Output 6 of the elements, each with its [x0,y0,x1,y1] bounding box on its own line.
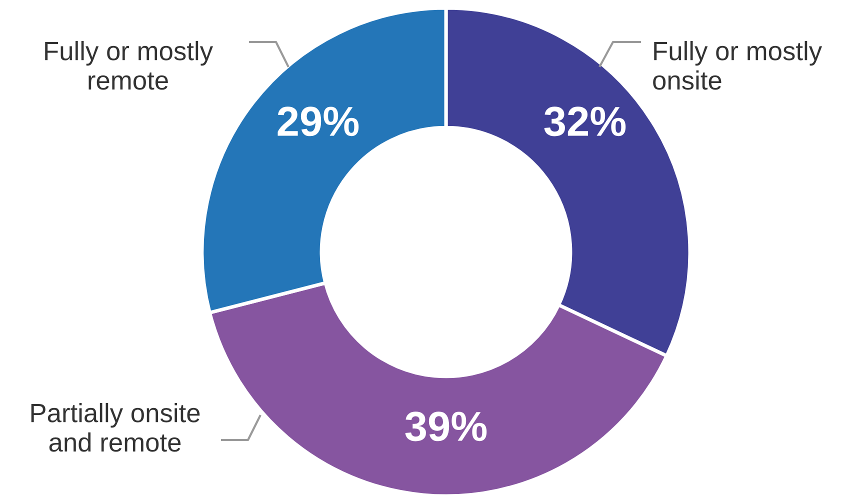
slice-label: Fully or mostly onsite [653,41,822,90]
data-label: 29% [278,106,359,136]
slice-label: Fully or mostly remote [45,41,213,90]
data-label: 32% [544,106,626,136]
data-label: 39% [405,412,487,442]
slice-label: Partially onsite and remote [31,403,200,452]
